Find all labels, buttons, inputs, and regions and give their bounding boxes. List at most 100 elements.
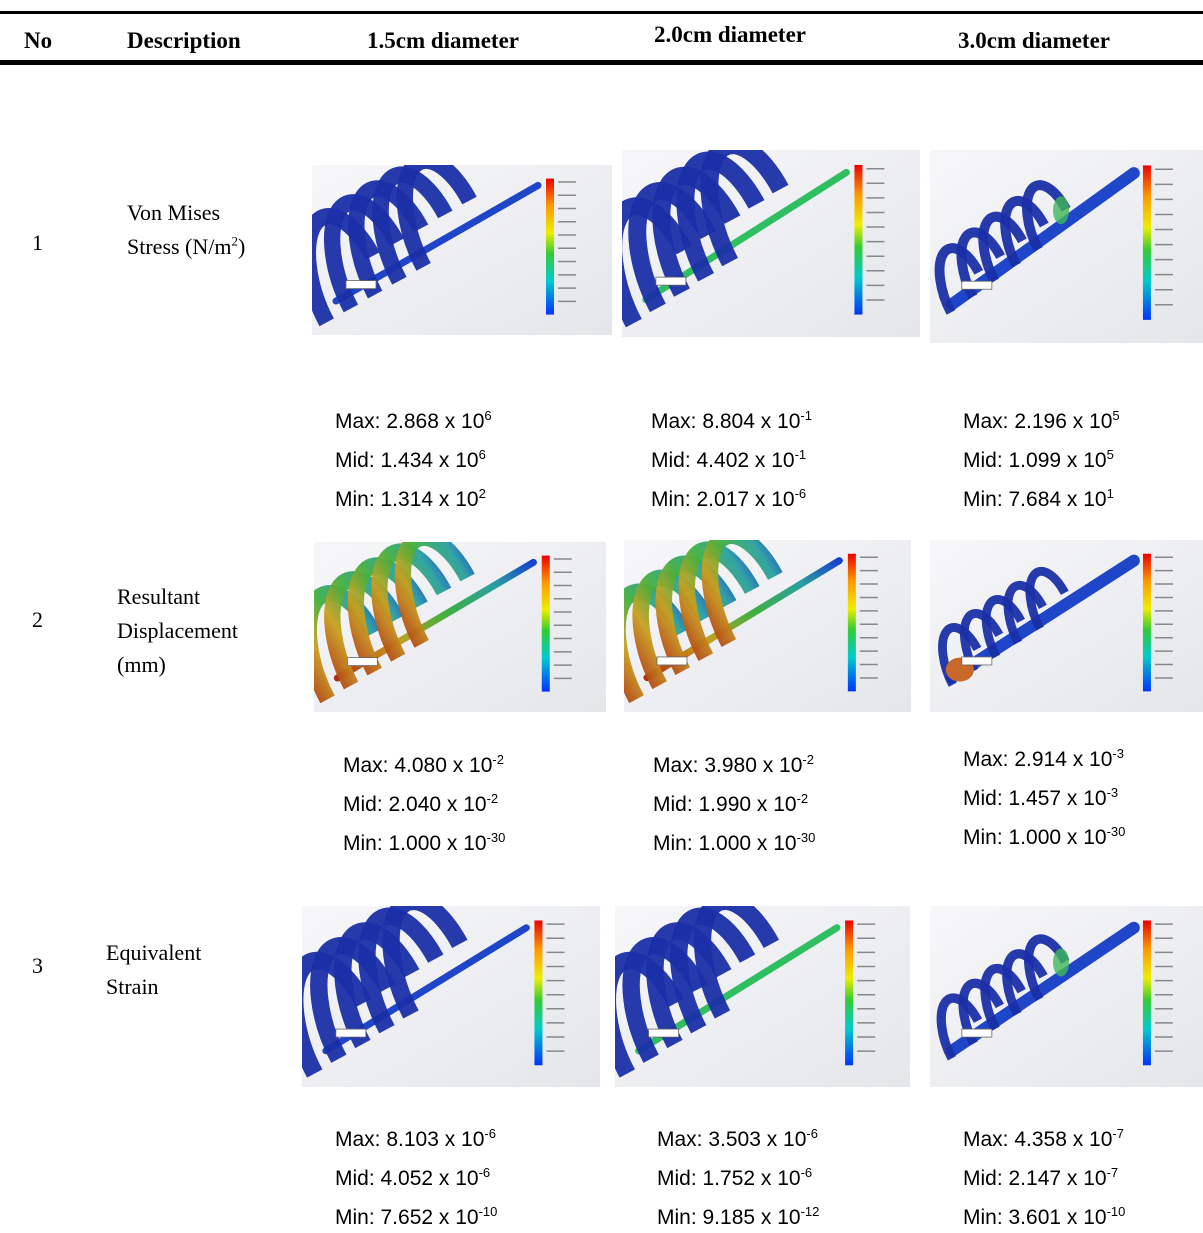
result-base: Max: 8.804 x 10 [651, 410, 800, 433]
result-exponent: -2 [797, 791, 809, 806]
result-base: Max: 2.868 x 10 [335, 410, 484, 433]
result-exponent: 6 [479, 447, 486, 462]
description-text: (mm) [117, 652, 166, 677]
result-base: Mid: 2.147 x 10 [963, 1167, 1107, 1190]
result-value: Max: 8.103 x 10-6 [335, 1128, 496, 1152]
result-base: Min: 7.652 x 10 [335, 1206, 479, 1229]
result-exponent: -1 [800, 408, 812, 423]
page: No Description 1.5cm diameter 2.0cm diamete… [0, 0, 1203, 1233]
result-exponent: -7 [1107, 1165, 1119, 1180]
description-line: Equivalent [106, 936, 201, 970]
result-value: Mid: 1.752 x 10-6 [657, 1167, 812, 1191]
result-exponent: -30 [487, 830, 506, 845]
result-base: Mid: 4.402 x 10 [651, 449, 795, 472]
description-text: Stress (N/m [127, 234, 232, 259]
description-text: Resultant [117, 584, 200, 609]
result-base: Mid: 4.052 x 10 [335, 1167, 479, 1190]
simulation-image [930, 540, 1203, 712]
header-column: 3.0cm diameter [958, 28, 1110, 54]
result-exponent: -6 [479, 1165, 491, 1180]
result-base: Min: 3.601 x 10 [963, 1206, 1107, 1229]
result-base: Min: 2.017 x 10 [651, 488, 795, 511]
result-exponent: -3 [1112, 746, 1124, 761]
row-description: Von Mises Stress (N/m2) [127, 196, 245, 264]
result-exponent: 1 [1107, 486, 1114, 501]
result-base: Max: 3.503 x 10 [657, 1128, 806, 1151]
simulation-image [615, 906, 910, 1087]
result-exponent: -10 [479, 1204, 498, 1219]
result-value: Max: 3.503 x 10-6 [657, 1128, 818, 1152]
result-exponent: -2 [487, 791, 499, 806]
result-base: Mid: 1.457 x 10 [963, 787, 1107, 810]
result-value: Max: 3.980 x 10-2 [653, 754, 814, 778]
description-text: Displacement [117, 618, 238, 643]
result-value: Min: 1.314 x 102 [335, 488, 486, 512]
result-value: Mid: 4.052 x 10-6 [335, 1167, 490, 1191]
result-value: Min: 9.185 x 10-12 [657, 1206, 819, 1230]
result-exponent: -2 [492, 752, 504, 767]
result-base: Mid: 1.434 x 10 [335, 449, 479, 472]
result-exponent: -6 [801, 1165, 813, 1180]
result-value: Max: 8.804 x 10-1 [651, 410, 812, 434]
description-line: Displacement [117, 614, 238, 648]
simulation-image [302, 906, 600, 1087]
result-exponent: -12 [801, 1204, 820, 1219]
result-base: Mid: 1.990 x 10 [653, 793, 797, 816]
description-text: Equivalent [106, 940, 201, 965]
row-number: 2 [32, 603, 43, 637]
result-base: Min: 1.000 x 10 [963, 826, 1107, 849]
result-value: Max: 4.080 x 10-2 [343, 754, 504, 778]
result-value: Mid: 1.457 x 10-3 [963, 787, 1118, 811]
result-value: Mid: 4.402 x 10-1 [651, 449, 806, 473]
result-base: Mid: 1.099 x 10 [963, 449, 1107, 472]
result-base: Max: 2.196 x 10 [963, 410, 1112, 433]
result-value: Min: 1.000 x 10-30 [653, 832, 815, 856]
result-base: Max: 3.980 x 10 [653, 754, 802, 777]
result-value: Min: 7.684 x 101 [963, 488, 1114, 512]
simulation-image [930, 906, 1203, 1087]
result-exponent: -2 [802, 752, 814, 767]
result-value: Mid: 2.147 x 10-7 [963, 1167, 1118, 1191]
result-value: Mid: 1.434 x 106 [335, 449, 486, 473]
result-exponent: 5 [1107, 447, 1114, 462]
result-value: Max: 2.914 x 10-3 [963, 748, 1124, 772]
result-base: Min: 7.684 x 10 [963, 488, 1107, 511]
description-line: Von Mises [127, 196, 245, 230]
result-exponent: -3 [1107, 785, 1119, 800]
result-exponent: -30 [797, 830, 816, 845]
result-exponent: 6 [484, 408, 491, 423]
header-no: No [24, 28, 52, 54]
result-base: Min: 1.314 x 10 [335, 488, 479, 511]
description-tail: ) [238, 234, 245, 259]
header-column: 1.5cm diameter [367, 28, 519, 54]
result-value: Min: 3.601 x 10-10 [963, 1206, 1125, 1230]
simulation-image [314, 542, 606, 712]
simulation-image [312, 165, 612, 335]
description-line: Stress (N/m2) [127, 230, 245, 264]
result-base: Max: 8.103 x 10 [335, 1128, 484, 1151]
result-base: Max: 4.080 x 10 [343, 754, 492, 777]
simulation-image [930, 150, 1203, 343]
row-description: Resultant Displacement (mm) [117, 580, 238, 682]
result-exponent: -10 [1107, 1204, 1126, 1219]
result-base: Mid: 2.040 x 10 [343, 793, 487, 816]
result-exponent: 5 [1112, 408, 1119, 423]
description-line: Resultant [117, 580, 238, 614]
result-value: Mid: 2.040 x 10-2 [343, 793, 498, 817]
description-text: Von Mises [127, 200, 220, 225]
result-base: Max: 2.914 x 10 [963, 748, 1112, 771]
result-value: Min: 1.000 x 10-30 [963, 826, 1125, 850]
header-description: Description [127, 28, 241, 54]
result-exponent: -6 [795, 486, 807, 501]
result-exponent: -1 [795, 447, 807, 462]
result-value: Mid: 1.990 x 10-2 [653, 793, 808, 817]
result-value: Max: 2.196 x 105 [963, 410, 1120, 434]
result-exponent: -6 [806, 1126, 818, 1141]
description-text: Strain [106, 974, 159, 999]
result-exponent: -6 [484, 1126, 496, 1141]
result-base: Max: 4.358 x 10 [963, 1128, 1112, 1151]
header-rule [0, 60, 1203, 65]
result-value: Max: 4.358 x 10-7 [963, 1128, 1124, 1152]
result-value: Mid: 1.099 x 105 [963, 449, 1114, 473]
header-column: 2.0cm diameter [654, 22, 806, 48]
